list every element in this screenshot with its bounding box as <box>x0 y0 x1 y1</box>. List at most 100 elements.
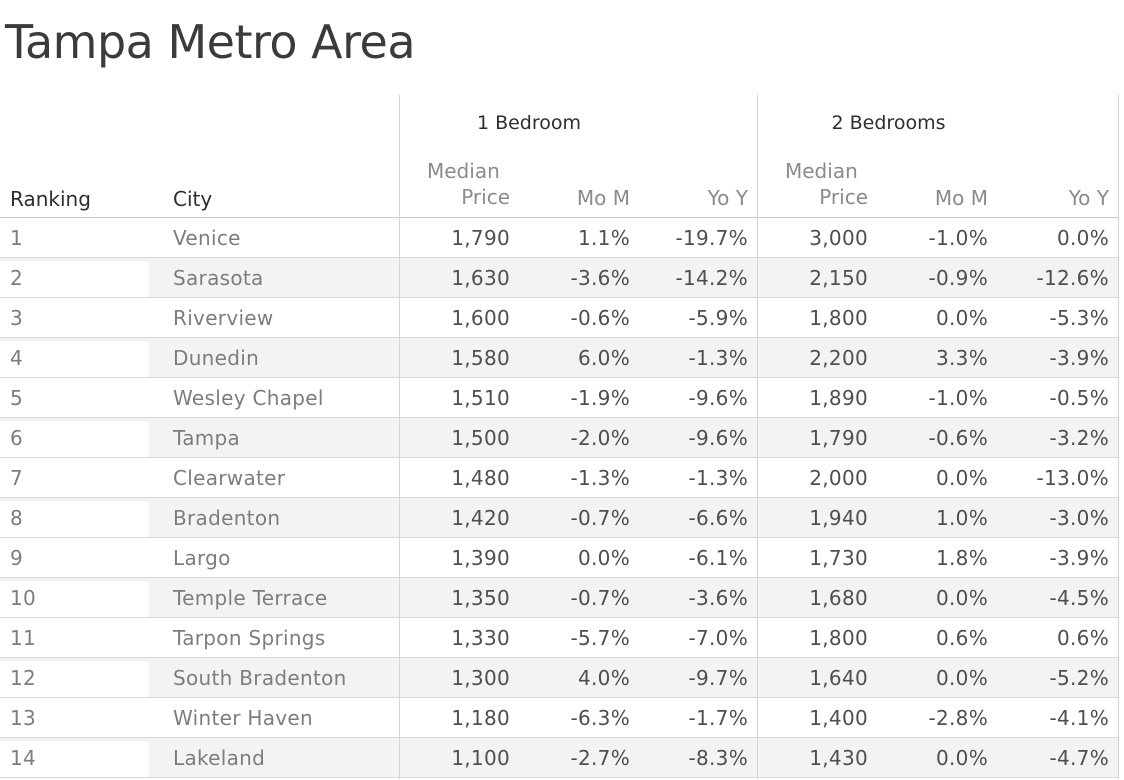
city-cell[interactable]: Temple Terrace <box>173 585 328 610</box>
price-1br-cell[interactable]: 1,350 <box>451 585 510 610</box>
price-2br-cell[interactable]: 1,680 <box>809 585 868 610</box>
mom-2br-cell[interactable]: 3.3% <box>935 345 988 370</box>
mom-2br-cell[interactable]: -0.6% <box>928 425 988 450</box>
column-header-mom-1br[interactable]: Mo M <box>576 186 630 210</box>
city-cell[interactable]: Sarasota <box>173 265 264 290</box>
price-1br-cell[interactable]: 1,630 <box>451 265 510 290</box>
mom-2br-cell[interactable]: 0.0% <box>935 305 988 330</box>
yoy-2br-cell[interactable]: -3.9% <box>1049 345 1109 370</box>
yoy-2br-cell[interactable]: -5.3% <box>1049 305 1109 330</box>
city-cell[interactable]: Lakeland <box>173 745 266 770</box>
price-2br-cell[interactable]: 3,000 <box>809 225 868 250</box>
price-1br-cell[interactable]: 1,480 <box>451 465 510 490</box>
city-cell[interactable]: Dunedin <box>173 345 260 370</box>
city-cell[interactable]: Winter Haven <box>173 705 314 730</box>
price-1br-cell[interactable]: 1,100 <box>451 745 510 770</box>
city-cell[interactable]: Bradenton <box>173 505 281 530</box>
table-row[interactable]: 12 South Bradenton 1,300 4.0% -9.7% 1,64… <box>0 658 1119 698</box>
mom-2br-cell[interactable]: -0.9% <box>928 265 988 290</box>
table-row[interactable]: 2 Sarasota 1,630 -3.6% -14.2% 2,150 -0.9… <box>0 258 1119 298</box>
city-cell[interactable]: Riverview <box>173 305 274 330</box>
price-1br-cell[interactable]: 1,330 <box>451 625 510 650</box>
mom-2br-cell[interactable]: -2.8% <box>928 705 988 730</box>
yoy-2br-cell[interactable]: -0.5% <box>1049 385 1109 410</box>
price-1br-cell[interactable]: 1,390 <box>451 545 510 570</box>
price-2br-cell[interactable]: 1,890 <box>809 385 868 410</box>
ranking-cell[interactable]: 7 <box>10 465 24 490</box>
mom-1br-cell[interactable]: 4.0% <box>577 665 630 690</box>
mom-1br-cell[interactable]: 1.1% <box>577 225 630 250</box>
mom-1br-cell[interactable]: -0.7% <box>570 505 630 530</box>
yoy-1br-cell[interactable]: -3.6% <box>688 585 748 610</box>
yoy-2br-cell[interactable]: -4.1% <box>1049 705 1109 730</box>
column-header-ranking[interactable]: Ranking <box>10 187 91 211</box>
yoy-2br-cell[interactable]: -5.2% <box>1049 665 1109 690</box>
table-row[interactable]: 7 Clearwater 1,480 -1.3% -1.3% 2,000 0.0… <box>0 458 1119 498</box>
city-cell[interactable]: Tarpon Springs <box>173 625 326 650</box>
yoy-1br-cell[interactable]: -6.1% <box>688 545 748 570</box>
price-1br-cell[interactable]: 1,600 <box>451 305 510 330</box>
mom-1br-cell[interactable]: -3.6% <box>570 265 630 290</box>
ranking-cell[interactable]: 12 <box>0 658 149 697</box>
mom-1br-cell[interactable]: -0.6% <box>570 305 630 330</box>
yoy-2br-cell[interactable]: -3.0% <box>1049 505 1109 530</box>
ranking-cell[interactable]: 13 <box>10 705 37 730</box>
yoy-2br-cell[interactable]: -3.2% <box>1049 425 1109 450</box>
table-row[interactable]: 5 Wesley Chapel 1,510 -1.9% -9.6% 1,890 … <box>0 378 1119 418</box>
ranking-cell[interactable]: 2 <box>0 258 149 297</box>
yoy-2br-cell[interactable]: 0.6% <box>1056 625 1109 650</box>
mom-2br-cell[interactable]: 0.6% <box>935 625 988 650</box>
pane-header-1-bedroom[interactable]: 1 Bedroom <box>476 111 582 134</box>
mom-1br-cell[interactable]: -1.3% <box>570 465 630 490</box>
mom-2br-cell[interactable]: -1.0% <box>928 385 988 410</box>
mom-1br-cell[interactable]: 0.0% <box>577 545 630 570</box>
price-1br-cell[interactable]: 1,420 <box>451 505 510 530</box>
price-1br-cell[interactable]: 1,300 <box>451 665 510 690</box>
price-2br-cell[interactable]: 2,000 <box>809 465 868 490</box>
yoy-1br-cell[interactable]: -1.3% <box>688 345 748 370</box>
mom-2br-cell[interactable]: 1.8% <box>935 545 988 570</box>
price-2br-cell[interactable]: 1,400 <box>809 705 868 730</box>
mom-1br-cell[interactable]: -5.7% <box>570 625 630 650</box>
ranking-cell[interactable]: 11 <box>10 625 37 650</box>
table-row[interactable]: 13 Winter Haven 1,180 -6.3% -1.7% 1,400 … <box>0 698 1119 738</box>
column-header-median-price-1br[interactable]: Median Price <box>400 140 520 217</box>
yoy-2br-cell[interactable]: -12.6% <box>1036 265 1109 290</box>
mom-2br-cell[interactable]: 1.0% <box>935 505 988 530</box>
city-cell[interactable]: Venice <box>173 225 241 250</box>
price-2br-cell[interactable]: 1,800 <box>809 625 868 650</box>
price-2br-cell[interactable]: 2,150 <box>809 265 868 290</box>
column-header-mom-2br[interactable]: Mo M <box>934 186 988 210</box>
ranking-cell[interactable]: 1 <box>10 225 24 250</box>
ranking-cell[interactable]: 3 <box>10 305 24 330</box>
table-row[interactable]: 8 Bradenton 1,420 -0.7% -6.6% 1,940 1.0%… <box>0 498 1119 538</box>
yoy-2br-cell[interactable]: -3.9% <box>1049 545 1109 570</box>
mom-2br-cell[interactable]: -1.0% <box>928 225 988 250</box>
table-row[interactable]: 6 Tampa 1,500 -2.0% -9.6% 1,790 -0.6% -3… <box>0 418 1119 458</box>
mom-2br-cell[interactable]: 0.0% <box>935 745 988 770</box>
mom-1br-cell[interactable]: -2.7% <box>570 745 630 770</box>
yoy-1br-cell[interactable]: -9.6% <box>688 385 748 410</box>
mom-1br-cell[interactable]: 6.0% <box>577 345 630 370</box>
column-header-yoy-1br[interactable]: Yo Y <box>707 186 748 210</box>
price-2br-cell[interactable]: 1,640 <box>809 665 868 690</box>
table-row[interactable]: 9 Largo 1,390 0.0% -6.1% 1,730 1.8% -3.9… <box>0 538 1119 578</box>
yoy-1br-cell[interactable]: -9.6% <box>688 425 748 450</box>
yoy-1br-cell[interactable]: -19.7% <box>675 225 748 250</box>
mom-2br-cell[interactable]: 0.0% <box>935 465 988 490</box>
city-cell[interactable]: South Bradenton <box>173 665 347 690</box>
pane-header-2-bedrooms[interactable]: 2 Bedrooms <box>831 111 946 134</box>
yoy-1br-cell[interactable]: -1.3% <box>688 465 748 490</box>
city-cell[interactable]: Largo <box>173 545 231 570</box>
mom-1br-cell[interactable]: -2.0% <box>570 425 630 450</box>
table-row[interactable]: 4 Dunedin 1,580 6.0% -1.3% 2,200 3.3% -3… <box>0 338 1119 378</box>
yoy-1br-cell[interactable]: -8.3% <box>688 745 748 770</box>
ranking-cell[interactable]: 8 <box>0 498 149 537</box>
mom-2br-cell[interactable]: 0.0% <box>935 665 988 690</box>
mom-2br-cell[interactable]: 0.0% <box>935 585 988 610</box>
price-1br-cell[interactable]: 1,790 <box>451 225 510 250</box>
price-1br-cell[interactable]: 1,180 <box>451 705 510 730</box>
yoy-1br-cell[interactable]: -14.2% <box>675 265 748 290</box>
price-2br-cell[interactable]: 1,730 <box>809 545 868 570</box>
yoy-1br-cell[interactable]: -6.6% <box>688 505 748 530</box>
